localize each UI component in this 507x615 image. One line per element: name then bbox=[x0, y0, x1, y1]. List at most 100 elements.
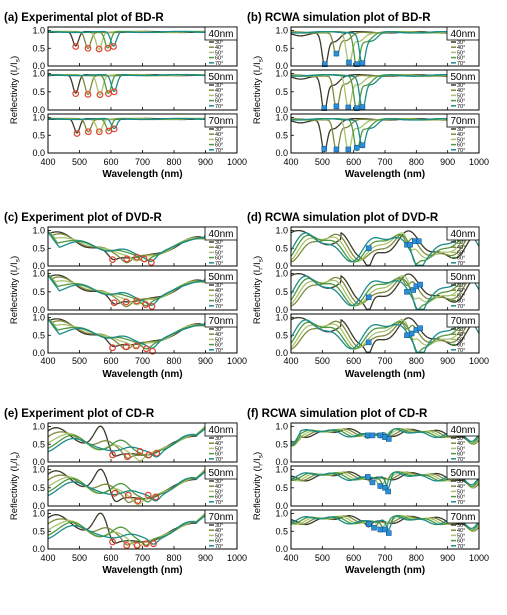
legend-label: 40° bbox=[457, 528, 465, 534]
y-axis-label-part: ) bbox=[252, 256, 263, 259]
dip-marker bbox=[84, 128, 92, 136]
x-tick-label: 600 bbox=[346, 356, 361, 366]
y-tick-label: 0.0 bbox=[32, 501, 45, 511]
x-tick-label: 800 bbox=[166, 157, 181, 167]
dip-marker bbox=[359, 104, 366, 110]
legend-label: 50° bbox=[215, 137, 223, 143]
dip-marker bbox=[365, 294, 372, 301]
x-tick-label: 800 bbox=[409, 553, 424, 563]
y-tick-label: 0.5 bbox=[275, 243, 288, 253]
dip-marker bbox=[72, 43, 80, 50]
x-tick-label: 1000 bbox=[469, 356, 489, 366]
thickness-tag-box bbox=[204, 26, 238, 41]
dip-marker bbox=[410, 287, 416, 293]
legend-label: 40° bbox=[457, 288, 465, 294]
dip-marker bbox=[124, 491, 132, 499]
legend-label: 40° bbox=[457, 441, 465, 447]
dip-marker bbox=[110, 125, 118, 133]
thickness-tag: 50nm bbox=[450, 72, 475, 83]
y-tick-label: 1.0 bbox=[32, 509, 45, 519]
y-axis-label-part: ) bbox=[252, 452, 263, 455]
legend-label: 50° bbox=[215, 446, 223, 452]
legend-label: 50° bbox=[215, 489, 223, 495]
legend-label: 40° bbox=[457, 132, 465, 138]
legend-label: 50° bbox=[215, 337, 223, 343]
dip-marker bbox=[354, 61, 360, 67]
y-axis-label: Reflectivity (Ir/Is) bbox=[252, 256, 265, 324]
y-tick-label: 0.5 bbox=[32, 287, 45, 297]
legend-label: 70° bbox=[215, 104, 223, 110]
legend-label: 50° bbox=[457, 533, 465, 539]
dip-marker bbox=[407, 241, 413, 248]
y-axis-label-part: Reflectivity (I bbox=[252, 466, 263, 520]
thickness-tag: 40nm bbox=[450, 425, 475, 436]
legend-label: 30° bbox=[457, 83, 465, 89]
legend-label: 30° bbox=[457, 283, 465, 289]
dip-marker bbox=[369, 432, 376, 439]
thickness-tag-box bbox=[204, 465, 238, 480]
y-axis-label-part: /I bbox=[252, 262, 263, 267]
y-tick-label: 1.0 bbox=[275, 26, 288, 36]
legend-label: 40° bbox=[215, 132, 223, 138]
thickness-tag: 40nm bbox=[208, 229, 233, 240]
y-axis-label-part: /I bbox=[9, 262, 20, 267]
dip-marker bbox=[110, 299, 118, 307]
x-tick-label: 400 bbox=[40, 553, 55, 563]
legend-label: 40° bbox=[215, 45, 223, 51]
y-axis-label-part: Reflectivity (I bbox=[9, 270, 20, 324]
y-tick-label: 1.0 bbox=[275, 113, 288, 123]
legend-label: 50° bbox=[215, 250, 223, 256]
x-axis-label: Wavelength (nm) bbox=[102, 169, 182, 180]
dip-marker bbox=[122, 343, 130, 351]
y-axis-label-part: s bbox=[258, 258, 265, 262]
legend-label: 50° bbox=[457, 293, 465, 299]
x-tick-label: 400 bbox=[40, 157, 55, 167]
series-line-70deg bbox=[291, 275, 479, 310]
series-line-70deg bbox=[291, 232, 479, 266]
dip-marker bbox=[109, 451, 116, 459]
y-tick-label: 0.0 bbox=[275, 305, 288, 315]
y-axis-label-part: /I bbox=[252, 458, 263, 463]
y-axis-label-part: ) bbox=[9, 452, 20, 455]
subplot-frame bbox=[290, 422, 480, 463]
dip-marker bbox=[365, 245, 372, 252]
series-line-50deg bbox=[291, 273, 479, 307]
thickness-tag-box bbox=[204, 226, 238, 241]
chart-3: (c) Experiment plot of DVD-R Reflectivity… bbox=[4, 212, 247, 380]
x-tick-label: 700 bbox=[135, 356, 150, 366]
x-tick-label: 700 bbox=[135, 157, 150, 167]
legend-label: 30° bbox=[215, 127, 223, 133]
dip-marker bbox=[346, 59, 352, 66]
y-tick-label: 0.5 bbox=[275, 526, 288, 536]
legend-label: 30° bbox=[215, 283, 223, 289]
legend-label: 50° bbox=[457, 50, 465, 56]
legend-label: 60° bbox=[457, 495, 465, 501]
y-tick-label: 0.0 bbox=[275, 61, 288, 71]
thickness-tag-box bbox=[446, 422, 480, 437]
y-tick-label: 1.0 bbox=[32, 269, 45, 279]
thickness-tag-box bbox=[204, 313, 238, 328]
y-tick-label: 0.0 bbox=[275, 348, 288, 358]
legend-label: 50° bbox=[215, 293, 223, 299]
y-tick-label: 1.0 bbox=[32, 113, 45, 123]
chart-title: (a) Experimental plot of BD-R bbox=[4, 12, 164, 24]
x-tick-label: 500 bbox=[315, 157, 330, 167]
y-tick-label: 0.0 bbox=[32, 457, 45, 467]
x-axis-label: Wavelength (nm) bbox=[345, 369, 425, 380]
thickness-tag: 70nm bbox=[208, 512, 233, 523]
chart-title: (e) Experiment plot of CD-R bbox=[4, 408, 155, 420]
legend-label: 40° bbox=[457, 45, 465, 51]
dip-marker bbox=[109, 256, 116, 264]
thickness-tag: 50nm bbox=[208, 72, 233, 83]
legend-label: 50° bbox=[457, 446, 465, 452]
thickness-tag: 70nm bbox=[450, 116, 475, 127]
legend-label: 30° bbox=[215, 523, 223, 529]
dip-marker bbox=[110, 43, 117, 50]
dip-marker bbox=[359, 142, 366, 148]
legend-label: 40° bbox=[215, 332, 223, 338]
chart-5: (e) Experiment plot of CD-R Reflectivity … bbox=[4, 408, 247, 576]
